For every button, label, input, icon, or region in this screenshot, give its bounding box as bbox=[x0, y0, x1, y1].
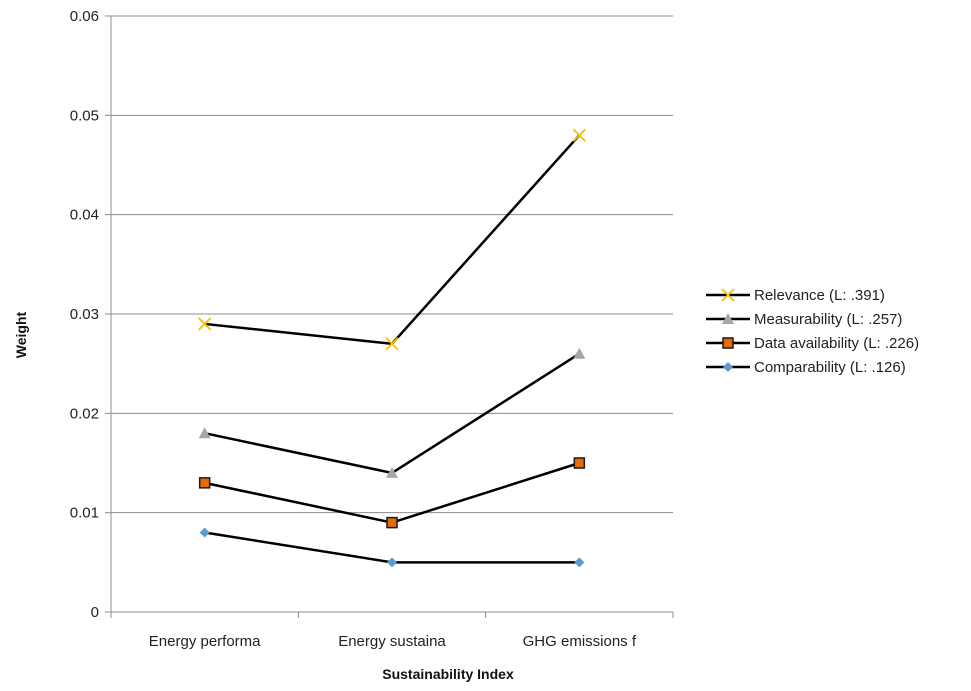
data-point bbox=[199, 527, 210, 538]
legend-entry: Relevance (L: .391) bbox=[706, 287, 885, 304]
legend-label: Relevance (L: .391) bbox=[754, 287, 885, 304]
y-tick-label: 0.06 bbox=[70, 8, 99, 25]
x-tick-label: GHG emissions f bbox=[523, 633, 637, 650]
data-point bbox=[198, 317, 212, 331]
tick-labels: 0 0.01 0.02 0.03 0.04 0.05 0.06 Energy performa… bbox=[70, 8, 637, 650]
legend-label: Data availability (L: .226) bbox=[754, 335, 919, 352]
y-tick-label: 0.01 bbox=[70, 505, 99, 522]
series-line-0 bbox=[204, 134, 581, 346]
series-lines bbox=[204, 134, 581, 564]
legend-label: Measurability (L: .257) bbox=[754, 311, 902, 328]
x-axis-title: Sustainability Index bbox=[382, 666, 514, 682]
data-point bbox=[386, 466, 398, 478]
data-point bbox=[573, 457, 586, 469]
data-point bbox=[572, 128, 586, 142]
x-tick-label: Energy performa bbox=[149, 633, 261, 650]
data-point bbox=[573, 347, 586, 359]
data-point bbox=[385, 337, 399, 351]
legend-label: Comparability (L: .126) bbox=[754, 359, 906, 376]
legend-marker bbox=[721, 288, 735, 302]
legend-entry: Comparability (L: .126) bbox=[706, 359, 906, 376]
x-tick-label: Energy sustaina bbox=[338, 633, 446, 650]
y-tick-label: 0.02 bbox=[70, 405, 99, 422]
y-tick-label: 0 bbox=[91, 604, 99, 621]
legend-entry: Data availability (L: .226) bbox=[706, 335, 919, 352]
axes bbox=[105, 15, 674, 618]
data-point bbox=[574, 557, 585, 568]
legend-marker bbox=[722, 337, 734, 349]
legend-marker bbox=[723, 362, 733, 372]
data-point bbox=[198, 477, 211, 489]
y-tick-label: 0.05 bbox=[70, 107, 99, 124]
data-point bbox=[198, 427, 211, 439]
y-axis-title: Weight bbox=[13, 311, 29, 358]
y-tick-label: 0.04 bbox=[70, 207, 99, 224]
legend-marker bbox=[722, 313, 734, 324]
y-tick-label: 0.03 bbox=[70, 306, 99, 323]
legend: Relevance (L: .391) Measurability (L: .25… bbox=[706, 287, 919, 376]
gridlines bbox=[111, 15, 673, 514]
series-markers bbox=[198, 128, 586, 568]
data-point bbox=[387, 557, 397, 568]
data-point bbox=[386, 516, 398, 529]
legend-entry: Measurability (L: .257) bbox=[706, 311, 902, 328]
